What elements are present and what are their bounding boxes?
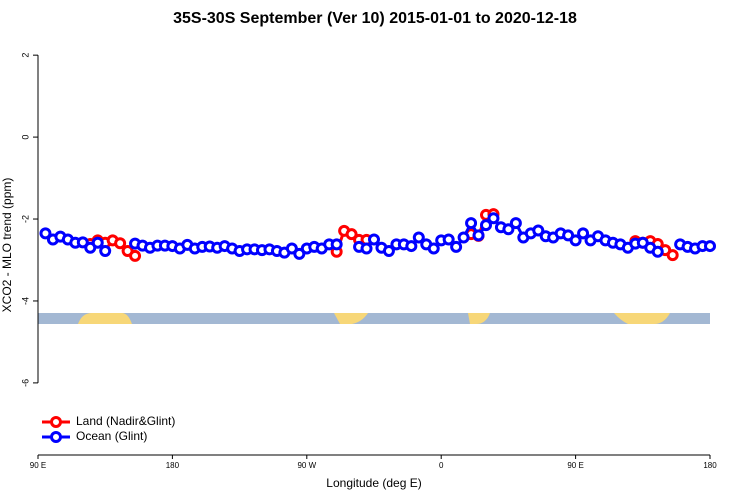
data-point: [427, 242, 440, 255]
data-point: [360, 242, 373, 255]
data-point: [293, 247, 306, 260]
data-point: [465, 217, 478, 230]
data-point: [330, 238, 343, 251]
data-point: [577, 227, 590, 240]
data-point: [442, 233, 455, 246]
x-tick-label: 90 E: [567, 461, 583, 470]
data-point: [382, 244, 395, 257]
data-point: [569, 234, 582, 247]
data-point: [487, 212, 500, 225]
data-point: [76, 236, 89, 249]
legend-label: Ocean (Glint): [76, 429, 147, 443]
data-point: [457, 231, 470, 244]
x-tick-label: 90 E: [30, 461, 46, 470]
y-tick-label: 2: [20, 53, 30, 58]
y-tick-label: 0: [20, 135, 30, 140]
y-axis-label: XCO2 - MLO trend (ppm): [0, 178, 14, 313]
data-point: [480, 219, 492, 232]
surface-mask: [38, 313, 710, 324]
data-point: [345, 228, 358, 241]
data-point: [704, 240, 716, 253]
data-point: [651, 245, 664, 258]
data-point: [509, 217, 522, 230]
data-point: [412, 231, 425, 244]
data-point: [666, 249, 679, 262]
data-point: [99, 244, 112, 257]
x-tick-label: 0: [439, 461, 444, 470]
y-tick-label: -4: [20, 297, 30, 305]
legend-marker: [50, 416, 62, 428]
data-point: [91, 236, 104, 249]
chart-title: 35S-30S September (Ver 10) 2015-01-01 to…: [173, 10, 577, 27]
legend-label: Land (Nadir&Glint): [76, 414, 175, 428]
data-point: [39, 227, 52, 240]
data-point: [285, 242, 298, 255]
data-point: [129, 249, 142, 262]
y-tick-label: -2: [20, 215, 30, 223]
x-axis-label: Longitude (deg E): [326, 476, 421, 490]
data-point: [472, 229, 485, 242]
data-point: [502, 223, 515, 236]
x-tick-label: 90 W: [297, 461, 316, 470]
x-tick-label: 180: [703, 461, 717, 470]
data-point: [405, 240, 418, 253]
x-tick-label: 180: [166, 461, 180, 470]
y-tick-label: -6: [20, 379, 30, 387]
data-point: [450, 240, 463, 253]
data-point: [532, 224, 545, 237]
data-point: [368, 233, 380, 246]
data-point: [114, 237, 127, 250]
legend-marker: [50, 431, 62, 443]
